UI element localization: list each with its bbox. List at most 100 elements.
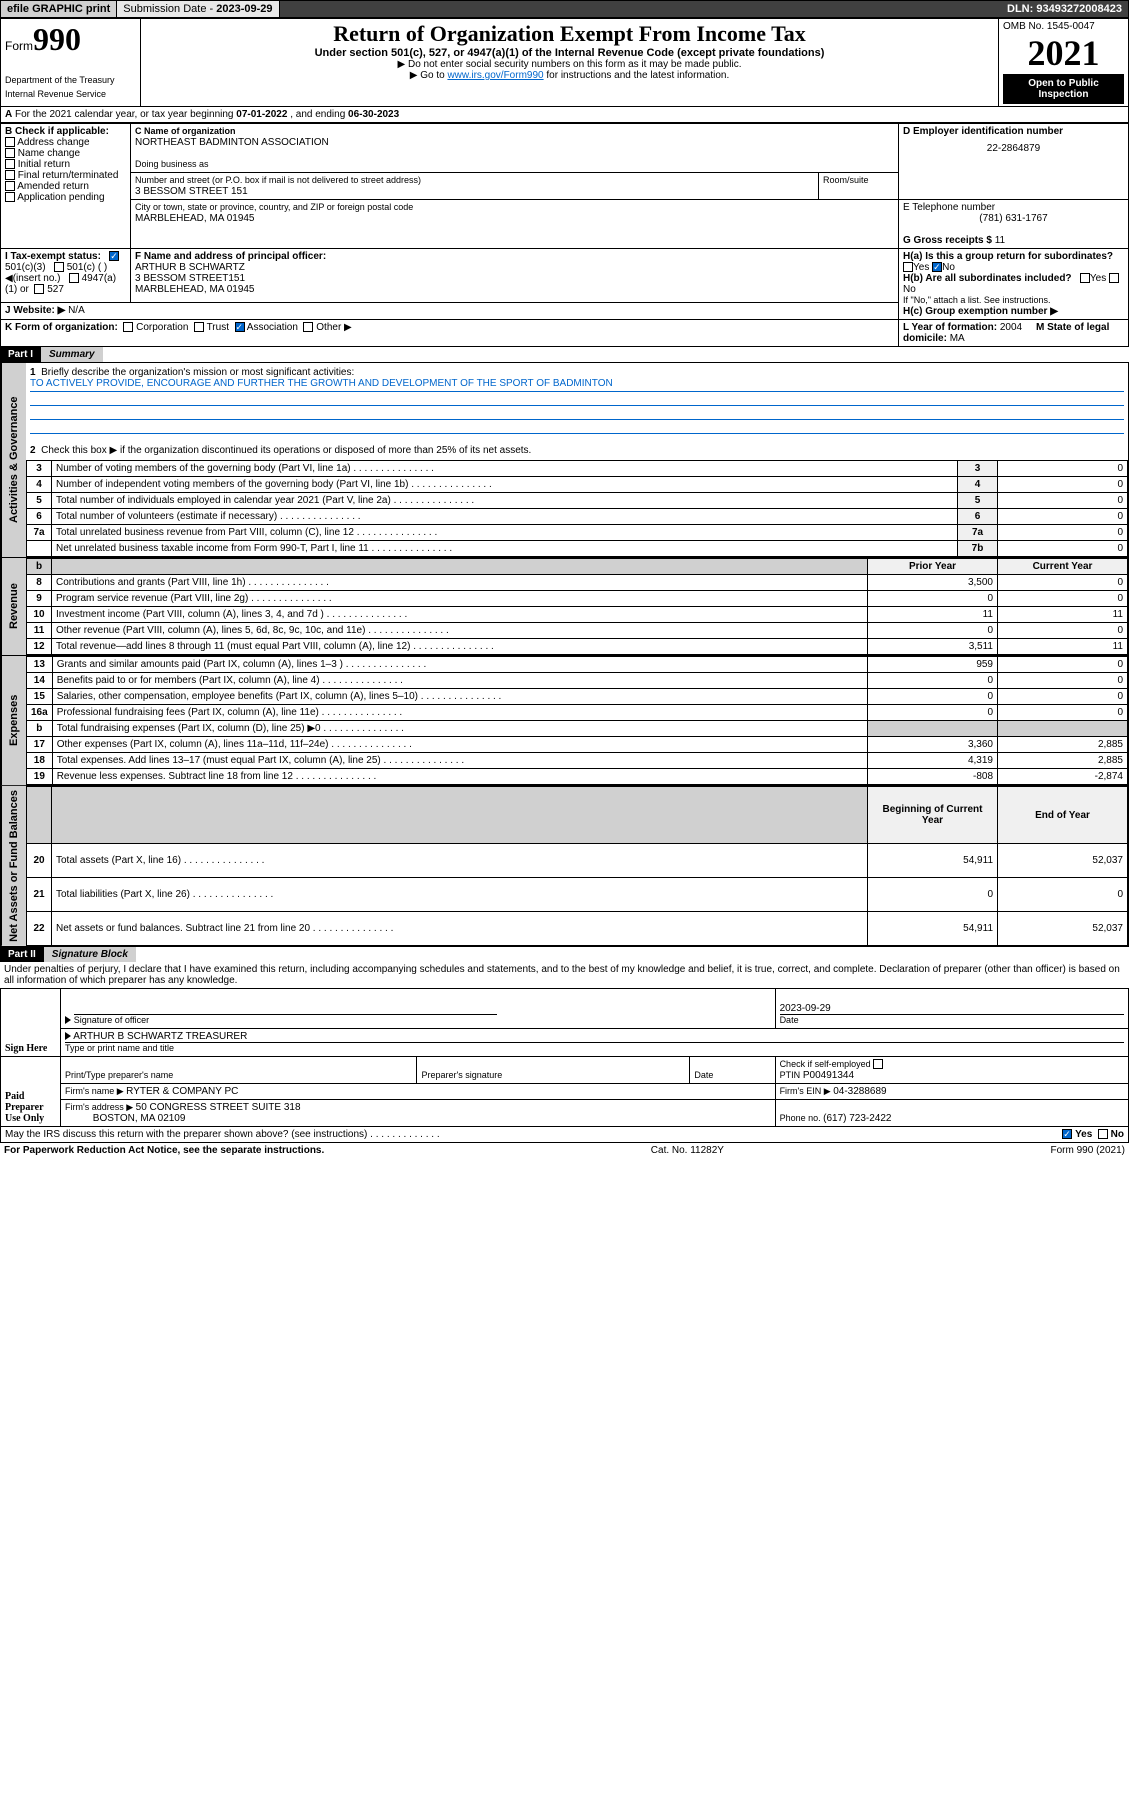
may-irs-row: May the IRS discuss this return with the… xyxy=(0,1127,1129,1143)
form-header: Form990 Department of the Treasury Inter… xyxy=(0,18,1129,107)
prep-sig-hdr: Preparer's signature xyxy=(417,1056,690,1083)
signature-table: Sign Here Signature of officer 2023-09-2… xyxy=(0,988,1129,1127)
table-row: 4Number of independent voting members of… xyxy=(27,477,1128,493)
penalty-statement: Under penalties of perjury, I declare th… xyxy=(0,962,1129,988)
footer-row: For Paperwork Reduction Act Notice, see … xyxy=(0,1143,1129,1158)
omb-no: OMB No. 1545-0047 xyxy=(1003,21,1124,32)
sig-officer-cell: Signature of officer xyxy=(61,988,776,1028)
box-c-city: City or town, state or province, country… xyxy=(131,200,899,249)
chk-self-employed[interactable] xyxy=(873,1059,883,1069)
sign-here-label: Sign Here xyxy=(1,988,61,1056)
firm-ein-cell: Firm's EIN ▶ 04-3288689 xyxy=(775,1083,1128,1099)
chk-527[interactable] xyxy=(34,284,44,294)
chk-address-change[interactable] xyxy=(5,137,15,147)
irs-link[interactable]: www.irs.gov/Form990 xyxy=(447,70,543,81)
mission-blank-1 xyxy=(30,392,1124,406)
footer-right: Form 990 (2021) xyxy=(1051,1145,1125,1156)
table-row: 19Revenue less expenses. Subtract line 1… xyxy=(27,769,1128,785)
box-d-e: D Employer identification number 22-2864… xyxy=(899,124,1129,200)
chk-4947[interactable] xyxy=(69,273,79,283)
table-row: 18Total expenses. Add lines 13–17 (must … xyxy=(27,753,1128,769)
instr-2: ▶ Go to www.irs.gov/Form990 for instruct… xyxy=(145,70,994,81)
table-row: 16aProfessional fundraising fees (Part I… xyxy=(27,705,1128,721)
box-e-g: E Telephone number (781) 631-1767 G Gros… xyxy=(899,200,1129,249)
footer-mid: Cat. No. 11282Y xyxy=(651,1145,724,1156)
chk-ha-yes[interactable] xyxy=(903,262,913,272)
chk-amended-return[interactable] xyxy=(5,181,15,191)
sidebar-netassets: Net Assets or Fund Balances xyxy=(1,786,26,946)
net-table: Beginning of Current YearEnd of Year 20T… xyxy=(26,786,1128,946)
footer-left: For Paperwork Reduction Act Notice, see … xyxy=(4,1145,324,1156)
line2-text: Check this box ▶ if the organization dis… xyxy=(41,445,531,456)
chk-501c3[interactable] xyxy=(109,251,119,261)
box-b: B Check if applicable: Address change Na… xyxy=(1,124,131,249)
firm-addr-cell: Firm's address ▶ 50 CONGRESS STREET SUIT… xyxy=(61,1099,776,1126)
box-h: H(a) Is this a group return for subordin… xyxy=(899,249,1129,320)
table-row: bTotal fundraising expenses (Part IX, co… xyxy=(27,721,1128,737)
chk-trust[interactable] xyxy=(194,322,204,332)
sidebar-revenue: Revenue xyxy=(1,558,26,655)
firm-phone-cell: Phone no. (617) 723-2422 xyxy=(775,1099,1128,1126)
prep-name-hdr: Print/Type preparer's name xyxy=(61,1056,417,1083)
chk-final-return[interactable] xyxy=(5,170,15,180)
topbar-spacer xyxy=(280,1,1002,17)
phone-value: (781) 631-1767 xyxy=(903,213,1124,224)
mission-text: TO ACTIVELY PROVIDE, ENCOURAGE AND FURTH… xyxy=(30,378,1124,392)
box-j: J Website: ▶ N/A xyxy=(1,302,899,319)
section-netassets: Net Assets or Fund Balances Beginning of… xyxy=(0,786,1129,947)
table-row: 8Contributions and grants (Part VIII, li… xyxy=(27,575,1128,591)
exp-table: 13Grants and similar amounts paid (Part … xyxy=(26,656,1128,785)
chk-corp[interactable] xyxy=(123,322,133,332)
box-k: K Form of organization: Corporation Trus… xyxy=(1,320,899,347)
ein-value: 22-2864879 xyxy=(903,137,1124,160)
paid-preparer-label: Paid Preparer Use Only xyxy=(1,1056,61,1126)
table-row: 15Salaries, other compensation, employee… xyxy=(27,689,1128,705)
table-row: 22Net assets or fund balances. Subtract … xyxy=(27,911,1128,945)
chk-501c[interactable] xyxy=(54,262,64,272)
part-2-header: Part IISignature Block xyxy=(0,947,1129,962)
rev-table: bPrior YearCurrent Year 8Contributions a… xyxy=(26,558,1128,655)
box-l-m: L Year of formation: 2004 M State of leg… xyxy=(899,320,1129,347)
table-row: 10Investment income (Part VIII, column (… xyxy=(27,607,1128,623)
table-row: 17Other expenses (Part IX, column (A), l… xyxy=(27,737,1128,753)
sidebar-governance: Activities & Governance xyxy=(1,363,26,557)
chk-other[interactable] xyxy=(303,322,313,332)
box-i: I Tax-exempt status: 501(c)(3) 501(c) ( … xyxy=(1,249,131,303)
section-revenue: Revenue bPrior YearCurrent Year 8Contrib… xyxy=(0,558,1129,656)
submission-date: Submission Date - 2023-09-29 xyxy=(117,1,279,17)
chk-hb-no[interactable] xyxy=(1109,273,1119,283)
triangle-icon-2 xyxy=(65,1032,71,1040)
chk-may-no[interactable] xyxy=(1098,1129,1108,1139)
table-row: 12Total revenue—add lines 8 through 11 (… xyxy=(27,639,1128,655)
box-f: F Name and address of principal officer:… xyxy=(131,249,899,303)
chk-hb-yes[interactable] xyxy=(1080,273,1090,283)
open-to-public: Open to Public Inspection xyxy=(1003,74,1124,104)
chk-assoc[interactable] xyxy=(235,322,245,332)
gov-table: 3Number of voting members of the governi… xyxy=(26,460,1128,557)
form-no-cell: Form990 Department of the Treasury Inter… xyxy=(1,19,141,107)
chk-ha-no[interactable] xyxy=(932,262,942,272)
prep-ptin-cell: Check if self-employed PTIN P00491344 xyxy=(775,1056,1128,1083)
chk-may-yes[interactable] xyxy=(1062,1129,1072,1139)
line1-label: Briefly describe the organization's miss… xyxy=(41,367,354,378)
table-row: 13Grants and similar amounts paid (Part … xyxy=(27,657,1128,673)
section-governance: Activities & Governance 1 Briefly descri… xyxy=(0,362,1129,558)
table-row: 20Total assets (Part X, line 16)54,91152… xyxy=(27,844,1128,878)
triangle-icon xyxy=(65,1016,71,1024)
line-a: A For the 2021 calendar year, or tax yea… xyxy=(0,107,1129,123)
prep-date-hdr: Date xyxy=(690,1056,775,1083)
box-c-room: Room/suite xyxy=(819,173,899,200)
chk-application-pending[interactable] xyxy=(5,192,15,202)
chk-name-change[interactable] xyxy=(5,148,15,158)
omb-cell: OMB No. 1545-0047 2021 Open to Public In… xyxy=(999,19,1129,107)
topbar: efile GRAPHIC print Submission Date - 20… xyxy=(0,0,1129,18)
sig-date-cell: 2023-09-29 Date xyxy=(775,988,1128,1028)
chk-initial-return[interactable] xyxy=(5,159,15,169)
form-subtitle: Under section 501(c), 527, or 4947(a)(1)… xyxy=(145,47,994,59)
efile-print-button[interactable]: efile GRAPHIC print xyxy=(1,1,117,17)
form-title: Return of Organization Exempt From Incom… xyxy=(145,21,994,47)
dept-treasury: Department of the Treasury Internal Reve… xyxy=(5,75,115,99)
part-1-header: Part ISummary xyxy=(0,347,1129,362)
instr-1: ▶ Do not enter social security numbers o… xyxy=(145,59,994,70)
table-row: 3Number of voting members of the governi… xyxy=(27,461,1128,477)
